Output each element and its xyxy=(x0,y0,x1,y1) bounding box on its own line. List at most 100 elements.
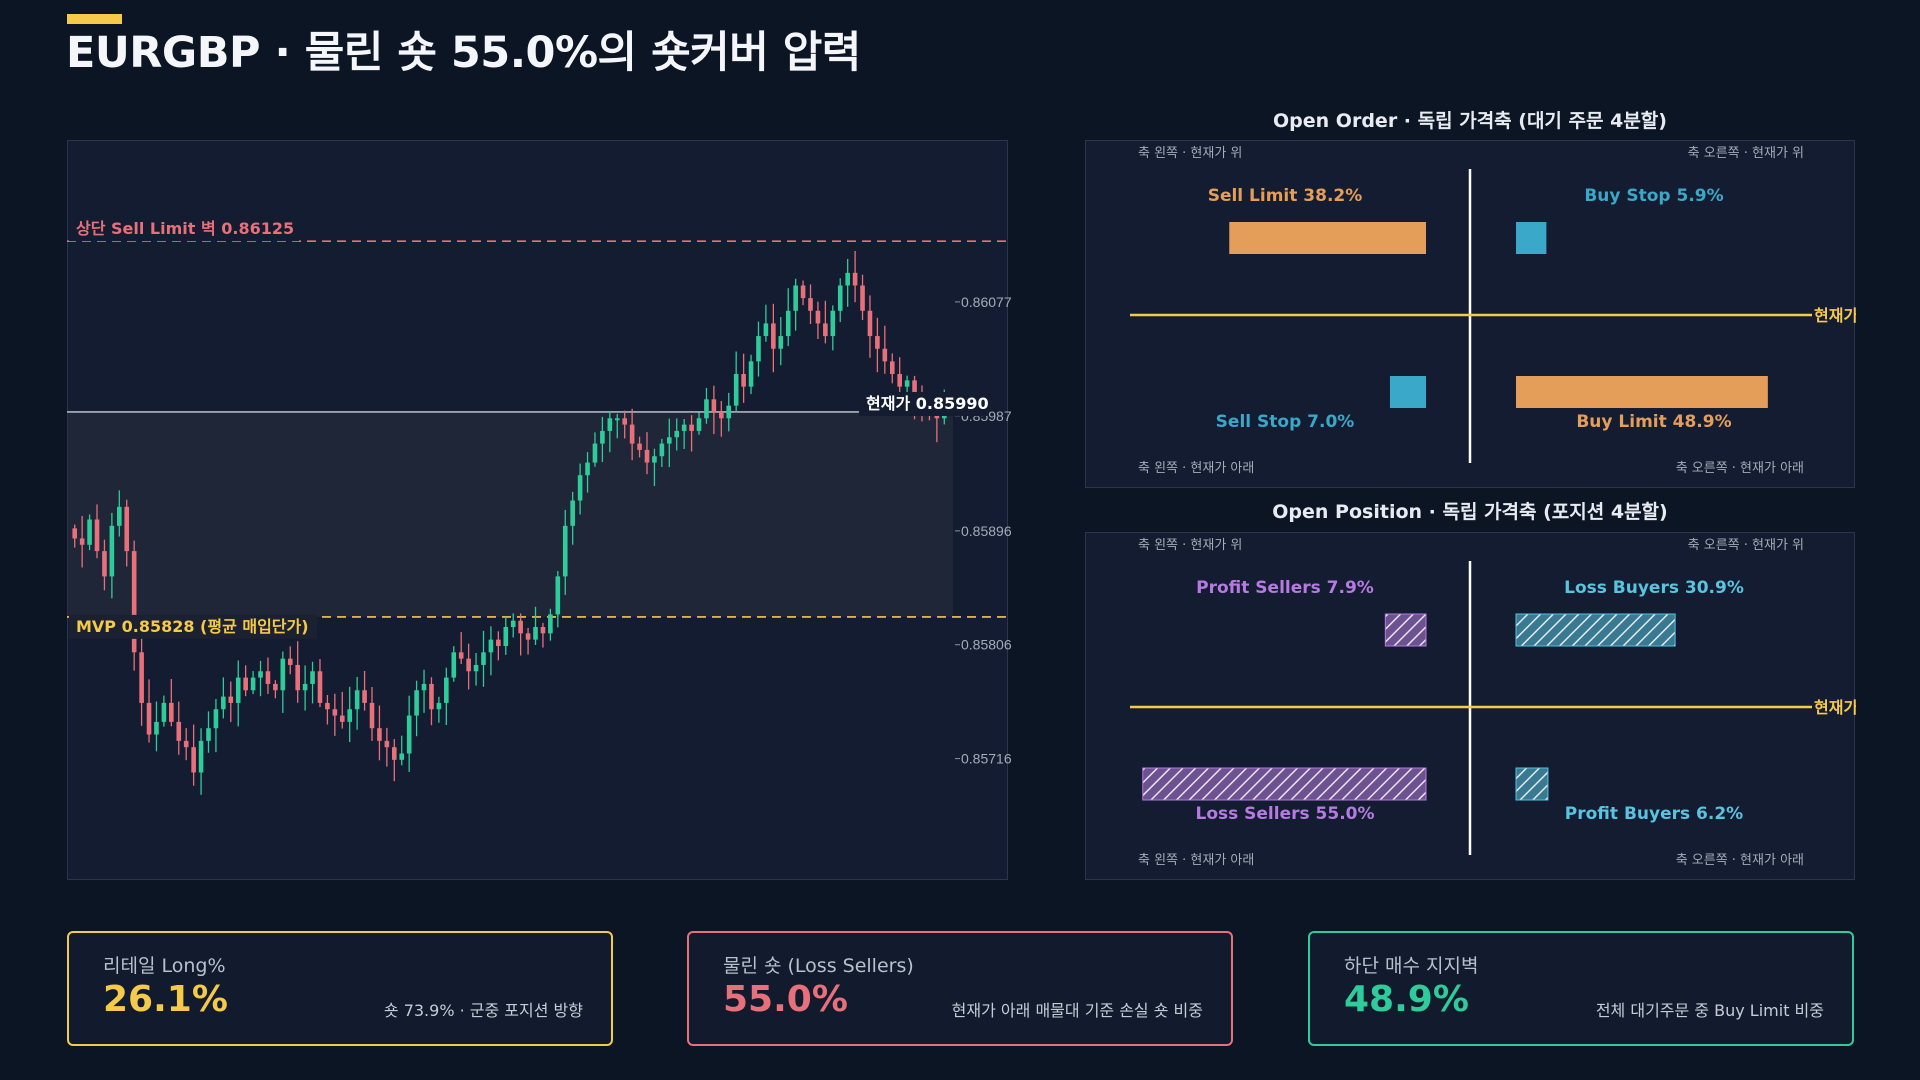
mvp-label-bg xyxy=(69,614,317,639)
corner-caption-tr: 축 오른쪽 · 현재가 위 xyxy=(1688,146,1804,161)
candle-body xyxy=(525,633,531,640)
card-label: 하단 매수 지지벽 xyxy=(1344,955,1479,977)
current-price-axis-label: 현재가 xyxy=(1814,698,1856,717)
candle-body xyxy=(830,310,836,337)
candle-body xyxy=(719,411,724,419)
corner-caption-tr: 축 오른쪽 · 현재가 위 xyxy=(1688,538,1804,553)
corner-caption-bl: 축 왼쪽 · 현재가 아래 xyxy=(1138,853,1254,868)
current-price-label-bg xyxy=(859,391,987,416)
candle-body xyxy=(243,677,248,691)
candle-body xyxy=(548,614,553,634)
candle-body xyxy=(87,519,92,545)
candle-body xyxy=(666,437,672,444)
value-area-band xyxy=(67,411,953,617)
mvp-label: MVP 0.85828 (평균 매입단가) xyxy=(76,617,309,636)
candle-body xyxy=(458,652,464,659)
candle-body xyxy=(332,709,338,716)
corner-caption-bl: 축 왼쪽 · 현재가 아래 xyxy=(1138,461,1254,476)
candle-body xyxy=(481,652,486,665)
candle-body xyxy=(904,380,910,387)
candle-body xyxy=(562,525,568,577)
candle-body xyxy=(875,336,880,349)
quadrant-label-tl: Profit Sellers 7.9% xyxy=(1196,578,1374,598)
candle-body xyxy=(771,323,776,349)
candle-body xyxy=(228,696,234,703)
candle-body xyxy=(726,405,732,419)
candle-body xyxy=(733,374,739,406)
candle-body xyxy=(339,715,345,722)
candle-body xyxy=(696,418,702,431)
candle-body xyxy=(362,690,367,703)
candle-body xyxy=(265,671,271,684)
candle-body xyxy=(793,285,798,311)
candle-body xyxy=(785,310,791,337)
quadrant-bar-tr xyxy=(1516,222,1547,254)
open-position-quadrant-chart: 축 왼쪽 · 현재가 위 축 오른쪽 · 현재가 위축 왼쪽 · 현재가 아래 축 … xyxy=(1130,538,1856,868)
candle-body xyxy=(94,519,100,552)
quadrant-label-bl: Sell Stop 7.0% xyxy=(1216,412,1355,432)
candle-body xyxy=(79,538,85,545)
card-label: 물린 숏 (Loss Sellers) xyxy=(723,955,914,977)
candle-body xyxy=(466,658,471,672)
quadrant-label-br: Profit Buyers 6.2% xyxy=(1565,804,1743,824)
candle-body xyxy=(221,696,226,710)
loss-sellers-card: 물린 숏 (Loss Sellers) 55.0% 현재가 아래 매물대 기준 … xyxy=(687,931,1233,1046)
candle-body xyxy=(800,285,806,299)
candle-body xyxy=(778,336,784,349)
candle-body xyxy=(882,348,888,362)
current-price-axis-label: 현재가 xyxy=(1814,306,1856,325)
candle-body xyxy=(117,506,122,526)
candle-body xyxy=(354,690,360,710)
candle-body xyxy=(421,683,427,691)
candle-body xyxy=(741,374,746,387)
candle-body xyxy=(808,298,813,311)
candle-body xyxy=(644,449,650,463)
candle-body xyxy=(711,399,717,412)
candle-body xyxy=(384,740,390,748)
candle-body xyxy=(451,652,457,678)
candle-body xyxy=(867,310,873,337)
sell-wall-label-bg xyxy=(69,217,299,242)
candle-body xyxy=(273,683,278,691)
candle-body xyxy=(852,272,858,286)
candle-body xyxy=(161,702,167,722)
candle-body xyxy=(652,456,657,463)
quadrant-label-tl: Sell Limit 38.2% xyxy=(1208,186,1363,206)
candle-body xyxy=(206,728,211,741)
card-label: 리테일 Long% xyxy=(103,955,226,977)
candle-body xyxy=(889,361,895,375)
retail-long-card: 리테일 Long% 26.1% 숏 73.9% · 군중 포지션 방향 xyxy=(67,931,613,1046)
quadrant-bar-br xyxy=(1515,767,1549,801)
candle-body xyxy=(377,728,382,741)
candle-body xyxy=(287,658,293,665)
candle-body xyxy=(414,690,419,716)
candle-body xyxy=(860,285,865,311)
sell-wall-label: 상단 Sell Limit 벽 0.86125 xyxy=(76,219,294,238)
candle-body xyxy=(258,671,263,678)
candle-body xyxy=(689,424,694,431)
candle-body xyxy=(704,399,709,419)
candle-body xyxy=(473,664,479,672)
corner-caption-br: 축 오른쪽 · 현재가 아래 xyxy=(1676,853,1804,868)
quadrant-label-br: Buy Limit 48.9% xyxy=(1576,412,1731,432)
card-value: 26.1% xyxy=(103,979,228,1020)
candle-body xyxy=(302,683,308,691)
candle-body xyxy=(139,652,144,703)
candle-body xyxy=(436,702,442,710)
candle-body xyxy=(614,418,620,421)
candle-body xyxy=(629,424,635,444)
candle-body xyxy=(488,639,494,653)
candle-body xyxy=(897,374,902,387)
card-note: 전체 대기주문 중 Buy Limit 비중 xyxy=(1595,1001,1824,1020)
candle-body xyxy=(912,380,917,400)
y-tick-label: 0.85716 xyxy=(961,751,1012,767)
quadrant-label-tr: Loss Buyers 30.9% xyxy=(1564,578,1744,598)
candle-body xyxy=(622,418,628,425)
current-price-label: 현재가 0.85990 xyxy=(866,394,989,413)
candle-body xyxy=(533,627,538,640)
candle-body xyxy=(659,443,665,457)
candle-body xyxy=(600,430,605,444)
open-position-title: Open Position · 독립 가격축 (포지션 4분할) xyxy=(1272,501,1668,523)
